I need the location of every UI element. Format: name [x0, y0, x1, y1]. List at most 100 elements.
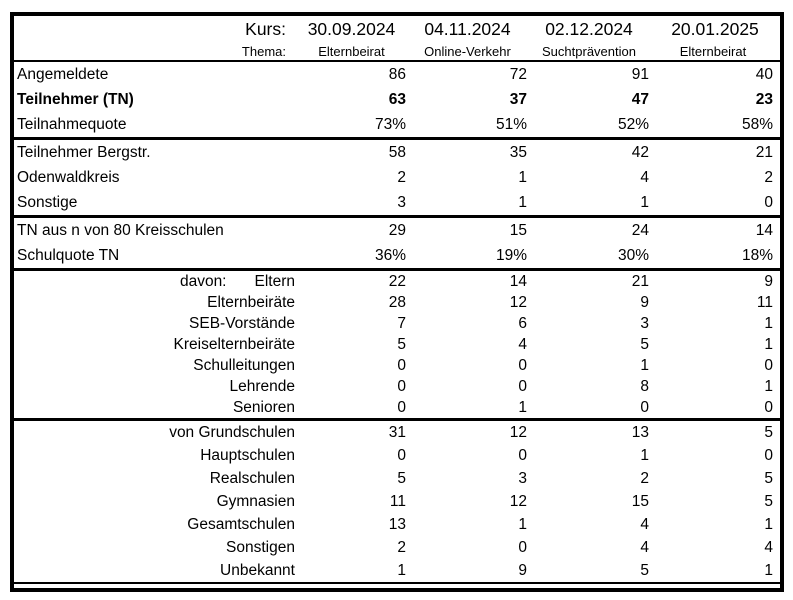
header-thema-4: Elternbeirat — [679, 43, 747, 59]
cell-value: 14 — [509, 272, 527, 290]
cell-value: 1 — [640, 356, 649, 374]
table-row: von Grundschulen 31 12 13 5 — [14, 421, 780, 444]
table-row: Kreiselternbeiräte 5 4 5 1 — [14, 334, 780, 355]
row-label: Angemeldete — [17, 65, 109, 83]
cell-value: 1 — [518, 398, 527, 416]
cell-value: 0 — [397, 377, 406, 395]
cell-value: 0 — [518, 538, 527, 556]
cell-value: 18% — [741, 246, 773, 264]
row-label-cell: Gesamtschulen — [14, 516, 296, 534]
cell-value: 1 — [518, 193, 527, 211]
cell-value: 3 — [640, 314, 649, 332]
cell-value: 13 — [388, 515, 406, 533]
row-label-cell: Odenwaldkreis — [14, 169, 296, 187]
row-label: Teilnahmequote — [17, 115, 127, 133]
cell-value: 1 — [518, 515, 527, 533]
cell-value: 58% — [741, 115, 773, 133]
header-thema-3: Suchtprävention — [542, 43, 636, 59]
row-label-cell: Sonstigen — [14, 539, 296, 557]
cell-value: 30% — [617, 246, 649, 264]
course-statistics-table: Kurs: 30.09.2024 04.11.2024 02.12.2024 2… — [10, 12, 784, 592]
cell-value: 1 — [764, 335, 773, 353]
table-section-4: von Grundschulen 31 12 13 5 Hauptschulen… — [14, 418, 780, 584]
cell-value: 4 — [764, 538, 773, 556]
cell-value: 9 — [518, 561, 527, 579]
cell-value: 72 — [509, 65, 527, 83]
row-label: Elternbeiräte — [207, 293, 295, 311]
table-row: TN aus n von 80 Kreisschulen 29 15 24 14 — [14, 218, 780, 243]
cell-value: 47 — [631, 90, 649, 108]
cell-value: 63 — [388, 90, 406, 108]
cell-value: 6 — [518, 314, 527, 332]
cell-value: 1 — [397, 561, 406, 579]
cell-value: 12 — [509, 423, 527, 441]
header-date-2: 04.11.2024 — [424, 18, 511, 39]
row-label-cell: Kreiselternbeiräte — [14, 336, 296, 354]
cell-value: 73% — [374, 115, 406, 133]
row-label-cell: TN aus n von 80 Kreisschulen — [14, 222, 296, 240]
cell-value: 0 — [397, 356, 406, 374]
cell-value: 13 — [631, 423, 649, 441]
table-row: Teilnehmer Bergstr. 58 35 42 21 — [14, 140, 780, 165]
table-section-3: davon: Eltern 22 14 21 9 Elternbeiräte 28… — [14, 268, 780, 418]
cell-value: 5 — [764, 469, 773, 487]
row-label: Teilnehmer Bergstr. — [17, 143, 151, 161]
table-row: SEB-Vorstände 7 6 3 1 — [14, 313, 780, 334]
cell-value: 7 — [397, 314, 406, 332]
header-date-1: 30.09.2024 — [307, 18, 396, 39]
cell-value: 5 — [640, 335, 649, 353]
cell-value: 1 — [640, 193, 649, 211]
cell-value: 31 — [388, 423, 406, 441]
row-label-cell: Teilnahmequote — [14, 116, 296, 134]
row-label: Lehrende — [229, 377, 295, 395]
cell-value: 11 — [389, 492, 406, 510]
row-label-cell: Lehrende — [14, 378, 296, 396]
table-row: Realschulen 5 3 2 5 — [14, 467, 780, 490]
row-label-cell: Sonstige — [14, 194, 296, 212]
header-thema-row: Thema: Elternbeirat Online-Verkehr Sucht… — [14, 42, 780, 60]
cell-value: 21 — [631, 272, 649, 290]
cell-value: 15 — [509, 221, 527, 239]
row-label-cell: Elternbeiräte — [14, 294, 296, 312]
cell-value: 12 — [509, 293, 527, 311]
table-row: Teilnehmer (TN) 63 37 47 23 — [14, 87, 780, 112]
cell-value: 5 — [397, 469, 406, 487]
row-label: SEB-Vorstände — [189, 314, 295, 332]
table-row: Lehrende 0 0 8 1 — [14, 376, 780, 397]
row-label-cell: Schulleitungen — [14, 357, 296, 375]
table-row: Hauptschulen 0 0 1 0 — [14, 444, 780, 467]
cell-value: 5 — [397, 335, 406, 353]
cell-value: 0 — [397, 446, 406, 464]
cell-value: 0 — [518, 356, 527, 374]
cell-value: 3 — [518, 469, 527, 487]
row-label: Teilnehmer (TN) — [17, 90, 134, 108]
cell-value: 28 — [388, 293, 406, 311]
row-label: Gymnasien — [216, 492, 295, 510]
cell-value: 58 — [388, 143, 406, 161]
thema-label: Thema: — [241, 43, 286, 59]
table-row: Gymnasien 11 12 15 5 — [14, 490, 780, 513]
row-label: Eltern — [254, 272, 296, 290]
cell-value: 29 — [388, 221, 406, 239]
cell-value: 0 — [640, 398, 649, 416]
cell-value: 3 — [397, 193, 406, 211]
row-label-cell: SEB-Vorstände — [14, 315, 296, 333]
row-label: TN aus n von 80 Kreisschulen — [17, 221, 224, 239]
row-label-cell: von Grundschulen — [14, 424, 296, 442]
row-label: Kreiselternbeiräte — [173, 335, 295, 353]
cell-value: 5 — [640, 561, 649, 579]
cell-value: 24 — [631, 221, 649, 239]
row-label-cell: Teilnehmer (TN) — [14, 91, 296, 109]
row-label: Sonstigen — [226, 538, 295, 556]
header-date-4: 20.01.2025 — [671, 18, 759, 39]
table-row: Senioren 0 1 0 0 — [14, 397, 780, 418]
cell-value: 2 — [397, 168, 406, 186]
cell-value: 8 — [640, 377, 649, 395]
table-row: Angemeldete 86 72 91 40 — [14, 62, 780, 87]
cell-value: 0 — [764, 193, 773, 211]
cell-value: 1 — [518, 168, 527, 186]
row-label: Sonstige — [17, 193, 78, 211]
cell-value: 5 — [764, 423, 773, 441]
table-row: Schulquote TN 36% 19% 30% 18% — [14, 243, 780, 268]
row-label-cell: Unbekannt — [14, 562, 296, 580]
